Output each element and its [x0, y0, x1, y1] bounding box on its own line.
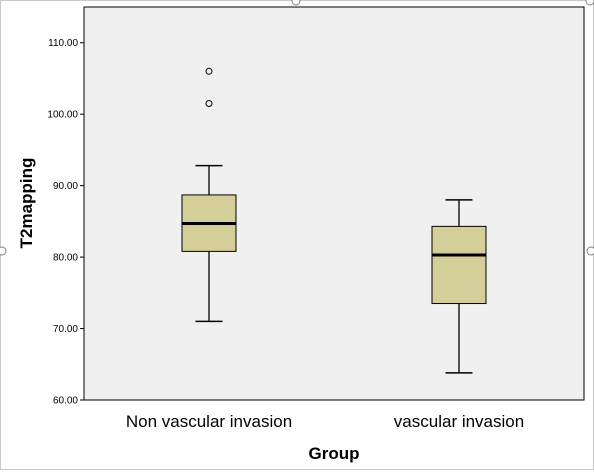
boxes	[181, 67, 487, 374]
y-tick-label: 80.00	[53, 253, 78, 264]
x-axis-label: Group	[309, 444, 360, 463]
selection-handle-top-center[interactable]	[291, 0, 301, 6]
box-group	[431, 199, 487, 374]
x-category-label: Non vascular invasion	[126, 412, 292, 431]
x-category-label: vascular invasion	[394, 412, 524, 431]
y-tick-label: 60.00	[53, 396, 78, 407]
selection-handle-middle-right[interactable]	[586, 246, 594, 256]
outlier-point	[205, 67, 213, 75]
outlier-point	[205, 99, 213, 107]
x-axis: Non vascular invasion vascular invasion	[126, 412, 524, 431]
box-group	[181, 67, 237, 323]
y-tick-label: 70.00	[53, 324, 78, 335]
y-tick-label: 100.00	[47, 110, 78, 121]
plot-area	[83, 6, 585, 401]
y-tick-label: 110.00	[48, 38, 78, 49]
selection-handle-middle-left[interactable]	[0, 246, 7, 256]
y-axis-label: T2mapping	[17, 158, 36, 249]
y-tick-label: 90.00	[53, 181, 78, 192]
y-axis: 60.00 70.00 80.00 90.00 100.00 110.00	[47, 38, 84, 407]
selection-handle-top-right[interactable]	[585, 0, 594, 6]
box-iqr	[431, 225, 487, 305]
